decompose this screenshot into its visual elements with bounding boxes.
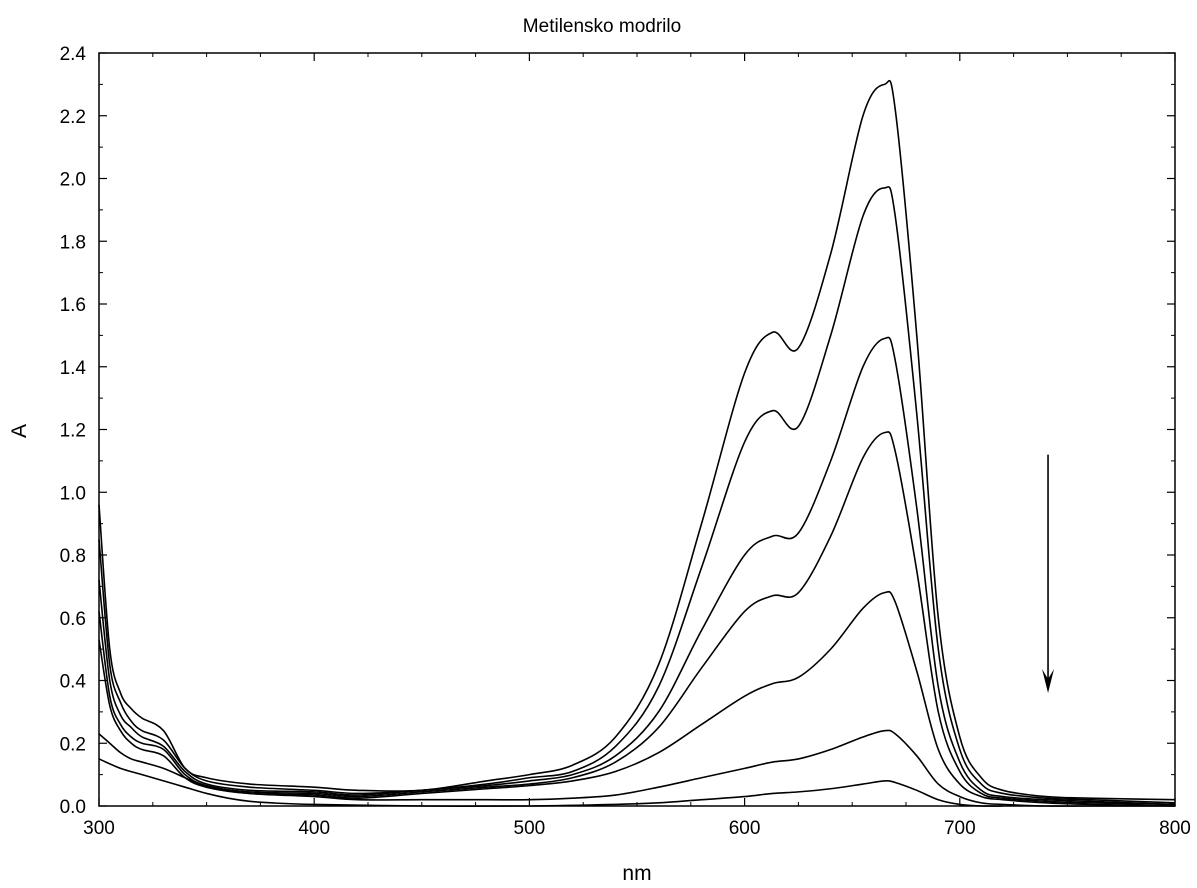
- series-line-4: [98, 431, 1176, 806]
- arrow-down-icon: [1042, 669, 1055, 694]
- y-tick-label: 2.4: [60, 44, 87, 65]
- y-tick-label: 0.2: [60, 734, 86, 755]
- series-line-5: [98, 590, 1176, 807]
- y-tick-label: 1.2: [60, 421, 86, 442]
- x-tick-label: 700: [944, 818, 976, 839]
- x-tick-label: 400: [298, 818, 330, 839]
- series-line-2: [98, 186, 1176, 804]
- x-tick-label: 500: [514, 818, 546, 839]
- chart-title: Metilensko modrilo: [523, 16, 681, 37]
- y-tick-label: 1.0: [60, 483, 86, 504]
- annotation-layer: [1042, 454, 1055, 694]
- y-tick-label: 0.4: [60, 672, 87, 693]
- y-tick-label: 1.8: [60, 232, 86, 253]
- y-tick-label: 0.6: [60, 609, 86, 630]
- series-layer: [98, 80, 1176, 807]
- y-tick-label: 2.0: [60, 170, 86, 191]
- x-tick-label: 800: [1159, 818, 1191, 839]
- series-line-6: [98, 729, 1175, 807]
- series-line-3: [98, 336, 1176, 806]
- y-tick-label: 1.6: [60, 295, 86, 316]
- y-tick-label: 0.8: [60, 546, 86, 567]
- y-tick-label: 0.0: [60, 797, 86, 818]
- series-line-7: [98, 758, 1003, 807]
- series-line-1: [98, 80, 1176, 801]
- y-axis-title: A: [8, 424, 31, 438]
- plot-area-frame: [98, 52, 1176, 807]
- x-tick-label: 600: [729, 818, 761, 839]
- x-tick-label: 300: [83, 818, 115, 839]
- tick-layer: 300 400 500 600 700 800 0.0 0.2 0.4 0.6 0.8 1.0 1.2 1…: [60, 44, 1191, 839]
- y-tick-label: 1.4: [60, 358, 87, 379]
- x-axis-title: nm: [622, 862, 651, 885]
- y-tick-label: 2.2: [60, 107, 86, 128]
